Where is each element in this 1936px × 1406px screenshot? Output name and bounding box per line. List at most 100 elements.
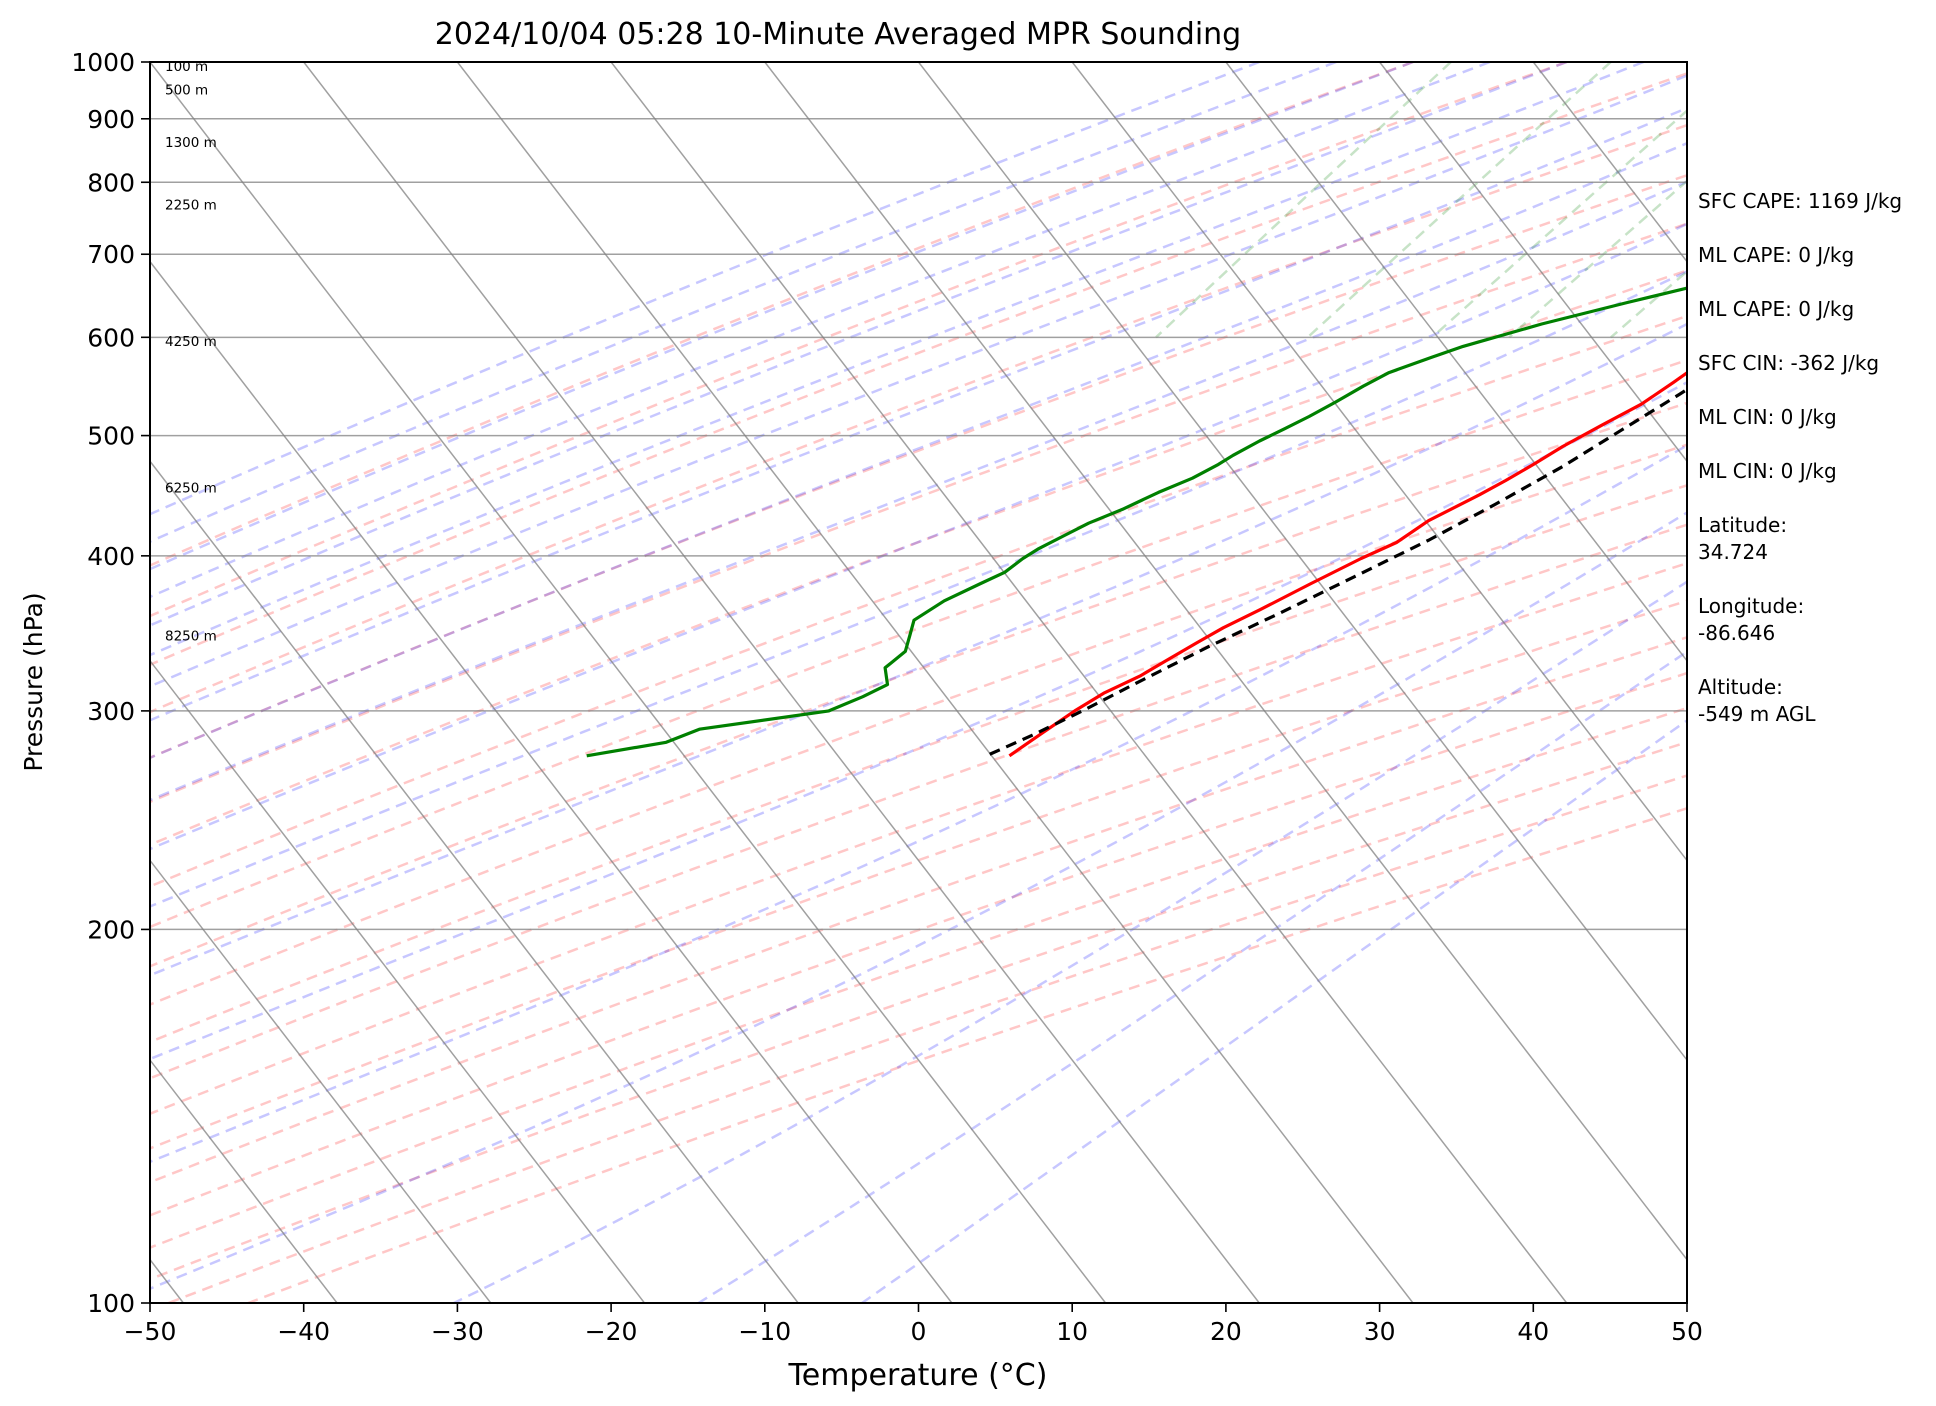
- dry-adiabat: [150, 561, 1687, 1116]
- x-tick-label: −10: [738, 1317, 791, 1346]
- isotherm: [150, 659, 646, 1303]
- isotherm: [917, 62, 1687, 1062]
- moist-adiabat: [697, 650, 1687, 1303]
- mixing-ratio-line: [1306, 62, 1612, 339]
- x-axis: −50 −40 −30 −20 −10 0 10 20 30 40 50: [124, 1303, 1703, 1346]
- moist-adiabat: [150, 62, 1568, 627]
- dry-adiabat: [150, 269, 1687, 847]
- ml-cin-text: ML CIN: 0 J/kg: [1698, 405, 1837, 429]
- dry-adiabat: [168, 774, 1687, 1303]
- dry-adiabat: [150, 62, 1568, 618]
- x-tick-label: 50: [1671, 1317, 1703, 1346]
- x-tick-label: 40: [1517, 1317, 1549, 1346]
- dewpoint-profile: [586, 286, 1687, 758]
- x-tick-label: −40: [277, 1317, 330, 1346]
- y-tick-label: 500: [87, 422, 135, 451]
- mixing-ratio-line: [1431, 108, 1687, 339]
- dry-adiabat: [150, 401, 1687, 968]
- moist-adiabat: [150, 62, 1337, 543]
- dry-adiabat: [150, 483, 1687, 1044]
- chart-title: 2024/10/04 05:28 10-Minute Averaged MPR …: [435, 17, 1241, 52]
- y-tick-label: 200: [87, 915, 135, 944]
- dry-adiabat: [150, 222, 1687, 804]
- isotherm: [1225, 62, 1687, 663]
- dry-adiabat: [150, 358, 1687, 929]
- y-tick-label: 300: [87, 697, 135, 726]
- ml-cape-text: ML CAPE: 0 J/kg: [1698, 243, 1855, 267]
- dry-adiabat: [150, 443, 1687, 1006]
- moist-adiabat: [150, 444, 1687, 1164]
- mixing-ratio-line: [1155, 62, 1452, 339]
- ml-cin-text-2: ML CIN: 0 J/kg: [1698, 459, 1837, 483]
- height-label: 2250 m: [165, 197, 217, 213]
- mixing-ratio-line: [1915, 62, 1936, 337]
- y-tick-label: 600: [87, 323, 135, 352]
- moist-adiabat: [150, 511, 1687, 1291]
- isotherm: [150, 459, 799, 1303]
- moist-adiabat: [453, 580, 1687, 1303]
- latitude-text: Latitude: 34.724: [1698, 513, 1788, 564]
- sfc-cin-text: SFC CIN: -362 J/kg: [1698, 351, 1880, 375]
- isotherm: [1379, 62, 1687, 463]
- moist-adiabat: [150, 74, 1687, 688]
- isotherm: [456, 62, 1414, 1303]
- dry-adiabat: [150, 599, 1687, 1150]
- dry-adiabat: [150, 173, 1687, 759]
- moist-adiabat: [150, 106, 1687, 722]
- height-label: 4250 m: [165, 334, 217, 350]
- moist-adiabat: [150, 322, 1687, 977]
- y-tick-label: 1000: [71, 48, 135, 77]
- isotherm: [1071, 62, 1687, 862]
- height-label: 8250 m: [165, 629, 217, 645]
- moist-adiabat: [150, 62, 1414, 571]
- isotherm: [150, 1058, 338, 1303]
- height-label: 500 m: [165, 83, 208, 99]
- y-axis-title: Pressure (hPa): [19, 592, 48, 771]
- longitude-text: Longitude: -86.646: [1698, 594, 1805, 645]
- moist-adiabat: [150, 62, 1491, 599]
- y-tick-label: 400: [87, 542, 135, 571]
- x-tick-label: 0: [911, 1317, 927, 1346]
- altitude-text: Altitude: -549 m AGL: [1698, 675, 1816, 726]
- dry-adiabat: [150, 706, 1687, 1249]
- x-tick-label: −30: [431, 1317, 484, 1346]
- y-axis: 1000 900 800 700 600 500 400 300 200 100: [71, 48, 150, 1318]
- x-tick-label: 30: [1364, 1317, 1396, 1346]
- x-tick-label: −50: [124, 1317, 177, 1346]
- dry-adiabat: [150, 72, 1687, 667]
- dry-adiabat: [150, 671, 1687, 1217]
- moist-adiabat: [150, 222, 1687, 851]
- x-tick-label: −20: [585, 1317, 638, 1346]
- moist-adiabat: [150, 380, 1687, 1061]
- temperature-profile: [1008, 370, 1687, 758]
- isotherm: [610, 62, 1568, 1303]
- isotherm: [303, 62, 1260, 1303]
- ml-cape-text-2: ML CAPE: 0 J/kg: [1698, 297, 1855, 321]
- dry-adiabat: [150, 740, 1687, 1281]
- sfc-cape-text: SFC CAPE: 1169 J/kg: [1698, 189, 1903, 213]
- x-tick-label: 10: [1056, 1317, 1088, 1346]
- dry-adiabat: [150, 523, 1687, 1080]
- moist-adiabat: [150, 62, 1644, 657]
- dry-adiabat: [150, 62, 1414, 567]
- parcel-path: [985, 387, 1687, 758]
- moist-adiabat: [150, 62, 1260, 516]
- isotherm: [150, 260, 953, 1303]
- dry-adiabat: [150, 314, 1687, 888]
- profile-lines: [586, 286, 1687, 758]
- isotherm: [764, 62, 1687, 1261]
- y-tick-label: 700: [87, 240, 135, 269]
- isotherm: [150, 62, 1107, 1303]
- moist-adiabat: [150, 180, 1687, 802]
- dry-adiabat: [150, 123, 1687, 714]
- background-lines: [150, 62, 1936, 1303]
- isotherm: [150, 859, 492, 1303]
- height-label: 6250 m: [165, 481, 217, 497]
- height-label: 1300 m: [165, 135, 217, 151]
- y-tick-label: 800: [87, 168, 135, 197]
- dry-adiabat: [150, 636, 1687, 1184]
- moist-adiabat: [150, 270, 1687, 908]
- x-axis-title: Temperature (°C): [788, 1358, 1048, 1393]
- moist-adiabat: [150, 141, 1687, 760]
